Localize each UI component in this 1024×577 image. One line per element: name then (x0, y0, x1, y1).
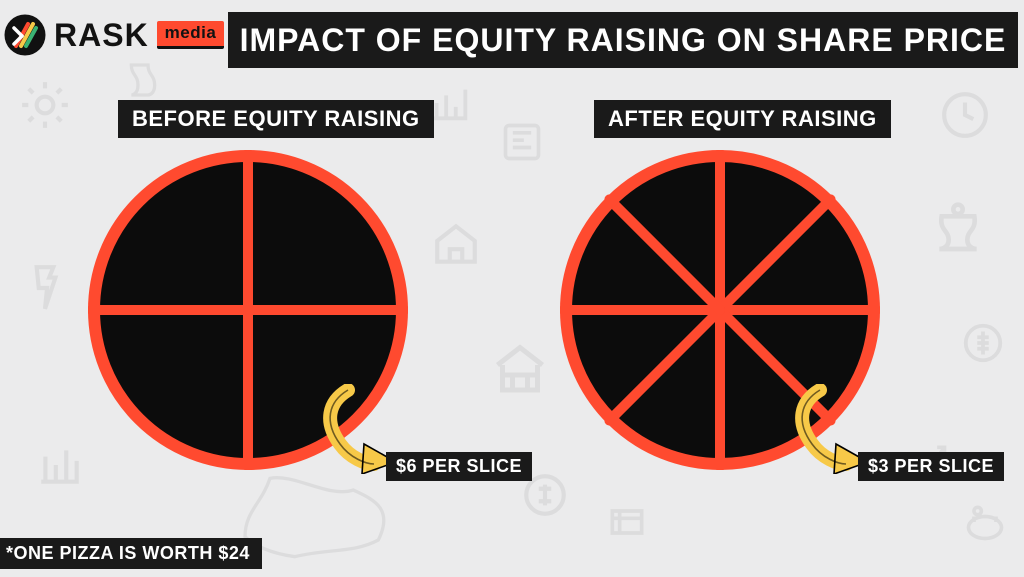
logo-brand-text: RASK (54, 17, 149, 54)
pie-before-area: $6 PER SLICE (88, 150, 418, 470)
main-title: IMPACT OF EQUITY RAISING ON SHARE PRICE (228, 12, 1018, 68)
pie-after-area: $3 PER SLICE (560, 150, 890, 470)
slice-label-before: $6 PER SLICE (386, 452, 532, 481)
main-title-text: IMPACT OF EQUITY RAISING ON SHARE PRICE (240, 22, 1007, 59)
subtitle-before: BEFORE EQUITY RAISING (118, 100, 434, 138)
brand-logo: RASK media (4, 14, 224, 56)
logo-sub-text: media (157, 21, 225, 49)
slice-label-after: $3 PER SLICE (858, 452, 1004, 481)
footnote: *ONE PIZZA IS WORTH $24 (0, 538, 262, 569)
subtitle-after: AFTER EQUITY RAISING (594, 100, 891, 138)
logo-mark-icon (4, 14, 46, 56)
